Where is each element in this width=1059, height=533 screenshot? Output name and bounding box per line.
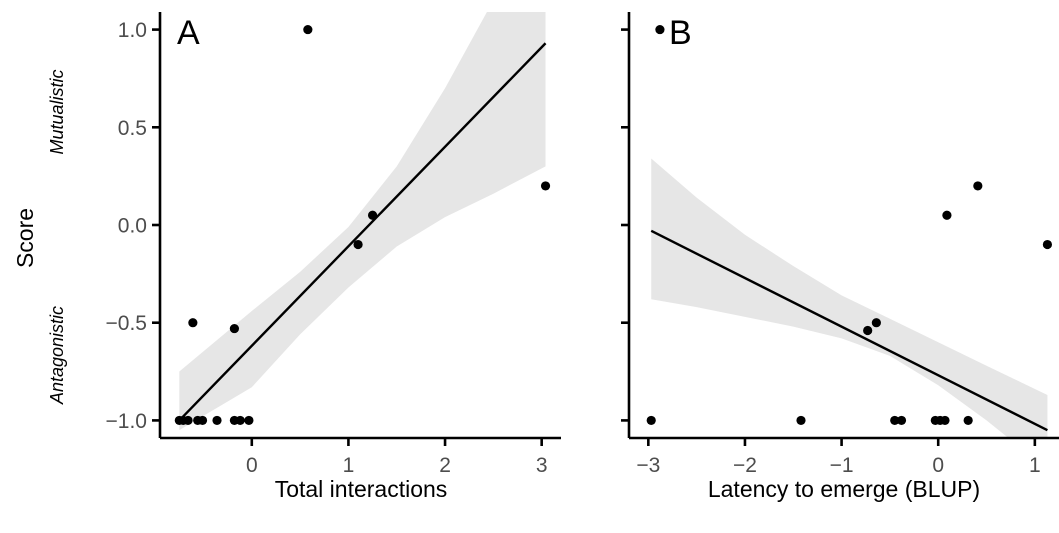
panel-a-point-8 [244,415,254,426]
y-annotation-antagonistic: Antagonistic [47,306,67,405]
panel-b-point-4 [896,415,907,426]
panel-b-point-8 [963,415,973,426]
panel-a-point-10 [229,323,240,334]
panel-a-point-14 [540,181,551,191]
panel-a-y-ticks: −1.0 −0.5 0.0 0.5 1.0 [106,19,160,433]
panel-b-point-7 [940,415,950,426]
panel-b-point-0 [655,24,665,35]
panel-a-point-2 [183,415,193,426]
panel-b-point-12 [973,181,983,191]
panel-a-point-12 [353,239,363,250]
y-annotation-mutualistic: Mutualistic [47,69,67,154]
panel-b-point-11 [942,210,952,220]
panel-a-points [174,24,551,426]
panel-a-point-9 [188,318,198,328]
panel-b-point-2 [796,415,806,426]
panel-b: −3 −2 −1 0 1 B Latency to emerge (BLUP) [621,12,1059,502]
panel-a-point-5 [212,415,222,426]
panel-a-x-tick-label-2: 2 [439,454,451,477]
panel-b-x-axis-title: Latency to emerge (BLUP) [708,476,980,502]
panel-a-x-axis-title: Total interactions [275,476,448,502]
panel-a-y-tick-label-0: −1.0 [106,410,147,433]
panel-b-x-tick-label-0: −3 [636,454,660,477]
panel-a-fit-line [178,42,547,422]
panel-b-x-tick-label-2: −1 [830,454,854,477]
panel-b-x-tick-label-1: −2 [733,454,757,477]
panel-a: −1.0 −0.5 0.0 0.5 1.0 0 1 2 3 A Total interacti… [12,12,561,502]
panel-b-y-ticks [621,28,629,422]
panel-a-point-7 [235,415,245,426]
panel-b-x-ticks: −3 −2 −1 0 1 [636,438,1041,477]
panel-a-label: A [177,14,200,52]
panel-b-point-10 [871,318,881,328]
panel-a-y-tick-label-2: 0.0 [118,215,147,238]
panel-b-point-13 [1042,239,1053,250]
panel-a-point-4 [197,415,208,426]
panel-a-x-tick-label-0: 0 [246,454,258,477]
panel-a-y-tick-label-4: 1.0 [118,19,147,42]
panel-b-points [646,24,1053,426]
panel-b-fit-line [650,229,1048,432]
panel-a-point-13 [367,210,378,220]
panel-a-confidence-band [179,12,546,431]
panel-a-y-tick-label-3: 0.5 [118,117,147,140]
panel-b-x-tick-label-4: 1 [1029,454,1041,477]
panel-b-point-1 [646,415,656,426]
panel-b-point-9 [863,325,873,336]
panel-b-plot-area [650,158,1048,438]
panel-b-x-tick-label-3: 0 [932,454,944,477]
panel-b-confidence-band [651,158,1048,438]
panel-a-x-tick-label-1: 1 [343,454,355,477]
panel-b-point-3 [890,415,900,426]
panel-a-point-11 [303,24,313,35]
y-axis-title: Score [12,208,38,268]
panel-a-plot-area [178,12,547,431]
panel-b-label: B [669,14,692,52]
panel-a-x-ticks: 0 1 2 3 [246,438,548,477]
panel-a-x-tick-label-3: 3 [536,454,548,477]
panel-a-y-tick-label-1: −0.5 [106,312,147,335]
